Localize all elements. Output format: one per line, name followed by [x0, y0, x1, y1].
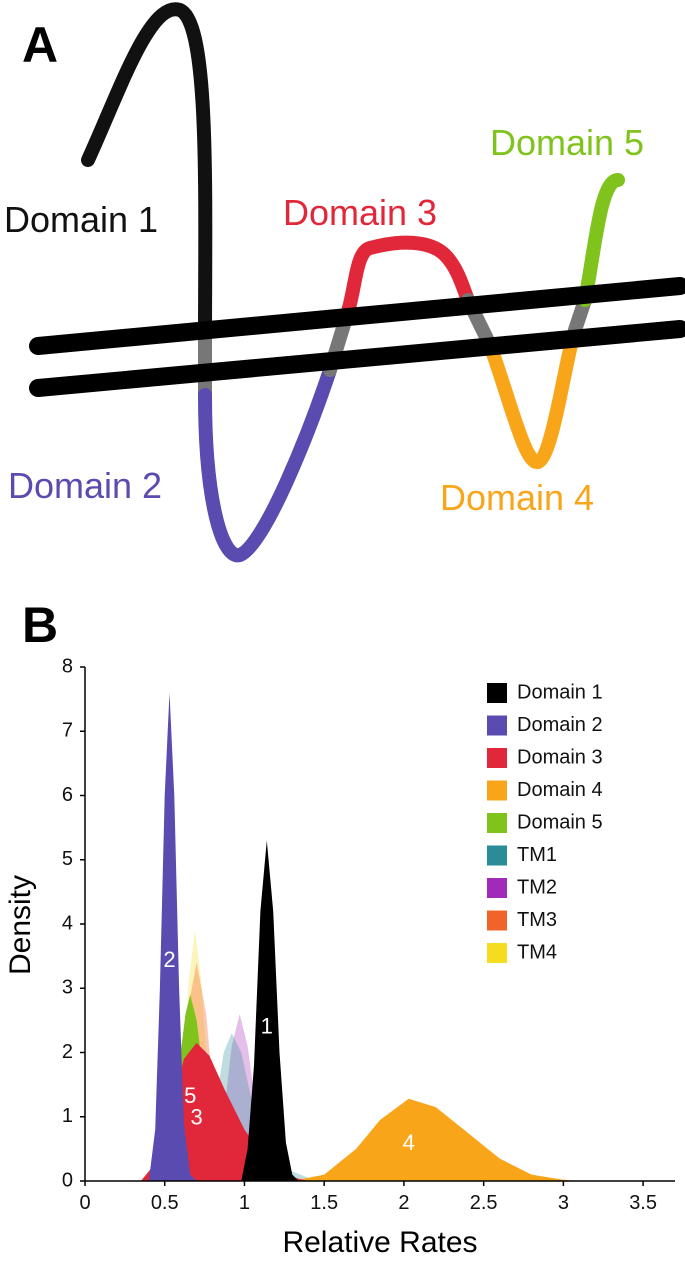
density-area: [241, 840, 299, 1181]
legend-label: TM2: [517, 876, 557, 898]
y-tick-label: 2: [62, 1041, 73, 1063]
domain-label: Domain 2: [8, 465, 162, 506]
legend-swatch: [487, 845, 507, 866]
protein-diagram: [29, 2, 685, 563]
curve-label: 2: [163, 947, 175, 972]
domain-5-strand: [578, 173, 625, 307]
domain-label: Domain 3: [283, 192, 437, 233]
legend-swatch: [487, 910, 507, 931]
panel-label: A: [22, 17, 58, 73]
membrane-line: [29, 277, 685, 355]
y-tick-label: 4: [62, 912, 73, 934]
legend-label: Domain 5: [517, 811, 603, 833]
plot: 1 2 3 4 5 0 1 2 3 4 5 6 7 8 0 0.5 1 1.5 2 2.5 3 3.5 Domain 1 Do…: [62, 655, 675, 1214]
legend-swatch: [487, 813, 507, 833]
legend-swatch: [487, 748, 507, 768]
x-tick-label: 2: [398, 1192, 409, 1214]
y-tick-label: 5: [62, 848, 73, 870]
legend-label: Domain 1: [517, 681, 603, 703]
density-area: [148, 692, 197, 1181]
curve-label: 5: [184, 1083, 196, 1108]
legend-label: Domain 2: [517, 714, 603, 736]
domain-4-strand: [483, 323, 582, 469]
legend-label: TM1: [517, 844, 557, 866]
density-area: [292, 1098, 580, 1181]
membrane-line: [29, 320, 685, 397]
curve-label: 1: [261, 1014, 273, 1039]
y-tick-label: 0: [62, 1169, 73, 1191]
domain-label: Domain 1: [4, 199, 158, 240]
domain-1-strand: [81, 2, 213, 347]
legend-swatch: [487, 715, 507, 736]
x-tick-label: 0.5: [151, 1192, 179, 1214]
x-tick-label: 1.5: [310, 1192, 338, 1214]
legend-swatch: [487, 943, 507, 963]
y-tick-label: 7: [62, 720, 73, 742]
panel-label: B: [22, 597, 58, 653]
y-tick-label: 1: [62, 1105, 73, 1127]
y-axis-title: Density: [4, 875, 37, 975]
legend-label: Domain 3: [517, 746, 603, 768]
curve-label: 4: [403, 1130, 415, 1155]
legend-swatch: [487, 878, 507, 898]
x-tick-label: 3.5: [629, 1192, 657, 1214]
x-tick-label: 2.5: [470, 1192, 498, 1214]
y-tick-label: 8: [62, 655, 73, 677]
domain-3-strand: [339, 235, 475, 325]
x-tick-label: 1: [239, 1192, 250, 1214]
x-tick-label: 3: [558, 1192, 569, 1214]
legend-label: TM3: [517, 909, 557, 931]
domain-label: Domain 4: [440, 477, 594, 518]
domain-2-strand: [198, 363, 337, 563]
legend-label: Domain 4: [517, 779, 603, 801]
domain-label: Domain 5: [490, 122, 644, 163]
legend-label: TM4: [517, 941, 557, 963]
x-axis-title: Relative Rates: [282, 1226, 477, 1256]
curve-label: 3: [190, 1105, 202, 1130]
y-tick-label: 6: [62, 784, 73, 806]
legend-swatch: [487, 780, 507, 801]
legend-swatch: [487, 683, 507, 703]
x-tick-label: 0: [79, 1192, 90, 1214]
y-tick-label: 3: [62, 977, 73, 999]
